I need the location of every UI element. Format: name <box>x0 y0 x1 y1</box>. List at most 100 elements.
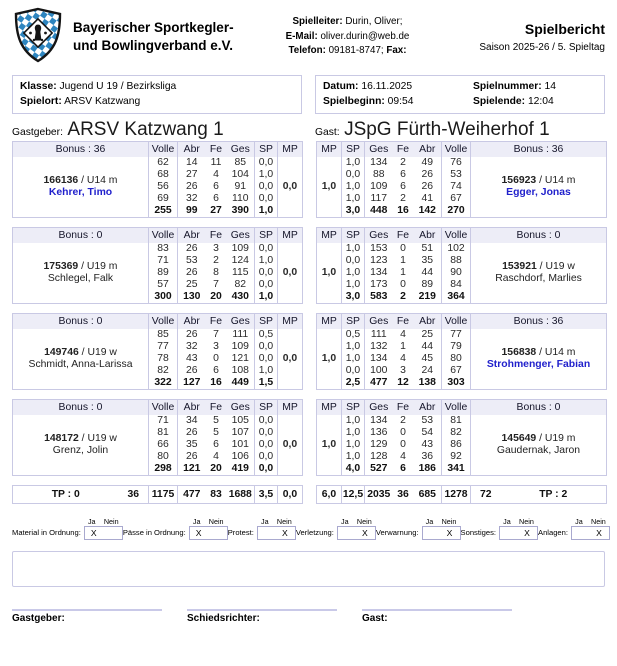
spielende-value: 12:04 <box>527 96 554 108</box>
score-cell: 1,0 <box>341 438 365 451</box>
score-cell: 88 <box>372 168 385 180</box>
score-cell: 26 <box>413 168 442 181</box>
total-cell: 4,0 <box>341 462 365 476</box>
ja-nein-header: Ja Nein <box>189 517 228 526</box>
score-cell: 0,0 <box>254 414 278 427</box>
check-mark: X <box>524 527 530 538</box>
home-bonus-total: 36 <box>118 485 149 504</box>
score-cell: 0,0 <box>254 426 278 439</box>
score-cell: 0 <box>400 278 406 290</box>
lane-row: 68 27 4 104 1,0 <box>13 168 303 181</box>
total-cell: 1,0 <box>254 204 278 218</box>
check-box: X <box>421 525 461 540</box>
score-cell: 1,0 <box>341 180 365 193</box>
lane-row: 1,0 1,0 153 0 51 102 153921 / U19 w Raschdorf, … <box>316 242 607 304</box>
player-id-line: 166136 / U14 m <box>43 174 118 186</box>
check-mark: X <box>446 527 453 538</box>
remarks-box <box>12 550 605 587</box>
total-cell: 219 <box>413 290 442 304</box>
col-header-volle: Volle <box>441 313 471 329</box>
score-cell: 4 <box>400 450 406 462</box>
check-mark: X <box>282 527 288 538</box>
spielnummer-line: Spielnummer: 14 <box>473 79 597 94</box>
score-cell: 121 <box>226 352 255 365</box>
ja-nein-header: Ja Nein <box>337 517 376 526</box>
col-header-fe: Fe <box>205 313 227 329</box>
guest-team-name: JSpG Fürth-Weiherhof 1 <box>344 118 550 140</box>
player-id: 148172 <box>44 432 79 444</box>
col-header-sp: SP <box>254 227 278 243</box>
total-cell: 303 <box>441 376 471 390</box>
score-cell: 0,5 <box>254 328 278 341</box>
score-cell: 6 <box>213 364 219 376</box>
ja-nein-header: Ja Nein <box>499 517 538 526</box>
match-points-cell: 1,0 <box>316 414 342 476</box>
guest-player-table: MP SP Ges Fe Abr Volle Bonus : 36 1,0 0,5 111 4 25 7… <box>316 312 607 390</box>
score-cell: 4 <box>400 328 406 340</box>
score-cell: 173 <box>370 278 388 290</box>
player-id: 166136 <box>43 174 79 186</box>
spielort-label: Spielort: <box>20 96 62 108</box>
bonus-header: Bonus : 36 <box>470 313 607 329</box>
score-cell: 109 <box>226 242 255 255</box>
col-header-ges: Ges <box>364 141 393 157</box>
match-points-cell: 1,0 <box>316 328 342 390</box>
score-cell: 26 <box>413 180 442 193</box>
total-row: 322 127 16 449 1,5 <box>13 376 303 390</box>
spielbeginn-value: 09:54 <box>387 96 414 108</box>
score-cell: 0,0 <box>341 168 365 181</box>
total-cell: 419 <box>226 462 255 476</box>
score-cell: 0,5 <box>341 328 365 341</box>
lane-row: 166136 / U14 m Kehrer, Timo 62 14 11 85 0,0 0,0 <box>12 156 303 218</box>
score-cell: 109 <box>370 180 388 192</box>
spielbeginn-label: Spielbeginn: <box>323 96 385 108</box>
score-cell: 0 <box>400 438 406 450</box>
col-header-volle: Volle <box>441 227 471 243</box>
score-cell: 62 <box>148 156 178 169</box>
guest-table-header: MP SP Ges Fe Abr Volle Bonus : 36 <box>316 313 607 329</box>
bonus-header: Bonus : 0 <box>470 399 607 415</box>
org-name-line2: und Bowlingverband e.V. <box>73 38 234 53</box>
score-cell: 84 <box>441 278 471 291</box>
lane-row: 1,0 132 1 44 79 <box>317 340 607 353</box>
total-cell: 298 <box>148 462 178 476</box>
col-header-mp: MP <box>316 227 342 243</box>
player-id: 145649 <box>501 432 537 444</box>
total-cell: 255 <box>148 204 178 218</box>
col-header-mp: MP <box>316 313 342 329</box>
col-header-fe: Fe <box>205 227 227 243</box>
home-mp-total: 0,0 <box>282 488 298 500</box>
guest-sp-total: 12,5 <box>341 485 365 504</box>
score-cell: 117 <box>370 192 388 204</box>
score-cell: 0 <box>213 352 219 364</box>
nein-label: Nein <box>441 516 457 526</box>
email-value: oliver.durin@web.de <box>320 30 410 42</box>
telefon-label: Telefon: <box>288 45 326 57</box>
player-id-line: 148172 / U19 w <box>44 432 117 444</box>
guest-totals: 6,0 12,5 2035 36 685 1278 72 TP : 2 <box>316 485 607 504</box>
score-cell: 81 <box>148 426 178 439</box>
total-cell: 1,0 <box>254 290 278 304</box>
guest-volle-total: 1278 <box>441 485 471 504</box>
player-name: Schlegel, Falk <box>47 272 114 284</box>
score-cell: 134 <box>370 156 388 168</box>
nein-label: Nein <box>103 516 119 526</box>
lane-row: 175369 / U19 m Schlegel, Falk 83 26 3 109 0,0 0… <box>12 242 303 304</box>
check-label: Verwarnung: <box>375 527 419 537</box>
player-duel-row: Bonus : 0 Volle Abr Fe Ges SP MP 149746 / U19 w… <box>12 312 607 390</box>
player-duel-row: Bonus : 0 Volle Abr Fe Ges SP MP 148172 / U19 w… <box>12 398 607 476</box>
score-cell: 1,0 <box>341 426 365 439</box>
report-title: Spielbericht <box>524 21 605 37</box>
player-id-line: 175369 / U19 m <box>43 260 118 272</box>
player-id-line: 145649 / U19 m <box>501 432 576 444</box>
score-cell: 1,0 <box>341 156 365 169</box>
col-header-abr: Abr <box>413 399 442 415</box>
player-name: Grenz, Jolin <box>52 444 109 456</box>
signature-referee-label: Schiedsrichter: <box>187 612 260 624</box>
score-cell: 109 <box>226 340 255 353</box>
ja-label: Ja <box>192 516 201 526</box>
check-box: X <box>570 525 610 540</box>
score-cell: 5 <box>213 414 219 426</box>
lane-row: 78 43 0 121 0,0 <box>13 352 303 365</box>
score-cell: 44 <box>413 266 442 279</box>
